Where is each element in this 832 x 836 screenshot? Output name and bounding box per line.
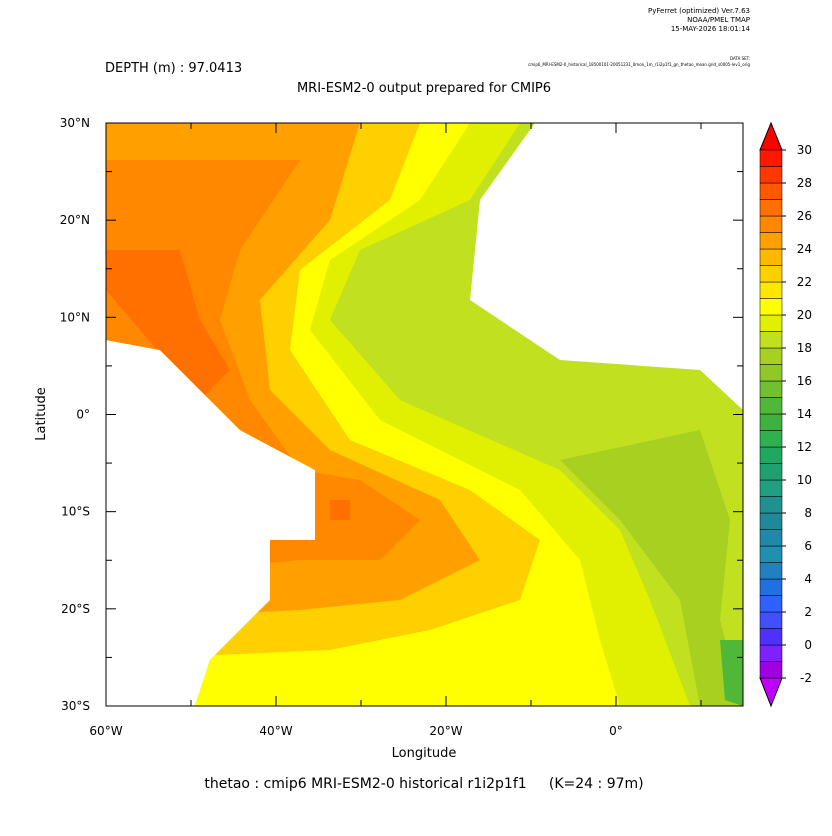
date: 15-MAY-2026 18:01:14: [671, 25, 751, 33]
title: MRI-ESM2-0 output prepared for CMIP6: [297, 81, 551, 96]
colorbar-label: -2: [800, 671, 812, 685]
colorbar-band: [759, 331, 783, 349]
colorbar-label: 4: [804, 572, 812, 586]
colorbar-band: [759, 215, 783, 233]
colorbar-band: [759, 595, 783, 613]
colorbar-band: [759, 512, 783, 530]
colorbar-top: [759, 121, 783, 151]
colorbar-band: [759, 364, 783, 382]
colorbar-label: 2: [804, 605, 812, 619]
x-tick-label: 60°W: [89, 724, 122, 738]
colorbar-band: [759, 529, 783, 547]
colorbar-label: 22: [797, 275, 812, 289]
colorbar-band: [759, 232, 783, 250]
colorbar-band: [759, 628, 783, 646]
software: PyFerret (optimized) Ver.7.63: [648, 7, 750, 15]
x-tick-label: 0°: [609, 724, 623, 738]
colorbar-band: [759, 611, 783, 629]
colorbar-band: [759, 380, 783, 398]
y-tick-label: 10°S: [61, 505, 90, 519]
depth-label: DEPTH (m) : 97.0413: [105, 61, 242, 76]
colorbar-label: 24: [797, 242, 812, 256]
y-tick-label: 10°N: [60, 310, 90, 324]
x-tick-label: 20°W: [429, 724, 462, 738]
colorbar-label: 26: [797, 209, 812, 223]
colorbar-label: 14: [797, 407, 812, 421]
caption: thetao : cmip6 MRI-ESM2-0 historical r1i…: [204, 776, 643, 792]
colorbar-band: [759, 199, 783, 217]
colorbar-band: [759, 182, 783, 200]
org: NOAA/PMEL TMAP: [687, 16, 750, 24]
colorbar-label: 20: [797, 308, 812, 322]
colorbar-label: 6: [804, 539, 812, 553]
colorbar-band: [759, 314, 783, 332]
y-tick-label: 30°N: [60, 116, 90, 130]
y-tick-label: 20°N: [60, 213, 90, 227]
colorbar-band: [759, 149, 783, 167]
colorbar-label: 28: [797, 176, 812, 190]
colorbar-label: 12: [797, 440, 812, 454]
colorbar-band: [759, 248, 783, 266]
colorbar-band: [759, 578, 783, 596]
colorbar-band: [759, 281, 783, 299]
colorbar-band: [759, 430, 783, 448]
colorbar-band: [759, 265, 783, 283]
dataset: cmip6_MRI-ESM2-0_historical_18500101-200…: [528, 62, 750, 67]
colorbar-band: [759, 479, 783, 497]
x-label: Longitude: [392, 746, 457, 761]
colorbar-band: [759, 661, 783, 679]
y-tick-label: 30°S: [61, 699, 90, 713]
colorbar-label: 18: [797, 341, 812, 355]
colorbar-bottom: [759, 677, 783, 708]
y-label: Latitude: [34, 387, 49, 441]
dataset-label: DATA SET:: [730, 56, 750, 61]
colorbar-band: [759, 166, 783, 184]
colorbar-band: [759, 545, 783, 563]
colorbar-label: 10: [797, 473, 812, 487]
colorbar-label: 8: [804, 506, 812, 520]
colorbar-band: [759, 562, 783, 580]
colorbar-band: [759, 463, 783, 481]
colorbar-band: [759, 397, 783, 415]
temperature-field: [106, 123, 743, 706]
colorbar-label: 30: [797, 143, 812, 157]
colorbar-band: [759, 644, 783, 662]
colorbar-label: 0: [804, 638, 812, 652]
y-tick-label: 0°: [76, 408, 90, 422]
colorbar-label: 16: [797, 374, 812, 388]
colorbar-band: [759, 413, 783, 431]
colorbar-band: [759, 298, 783, 316]
x-tick-label: 40°W: [259, 724, 292, 738]
colorbar-band: [759, 446, 783, 464]
y-tick-label: 20°S: [61, 602, 90, 616]
colorbar-band: [759, 347, 783, 365]
colorbar-band: [759, 496, 783, 514]
